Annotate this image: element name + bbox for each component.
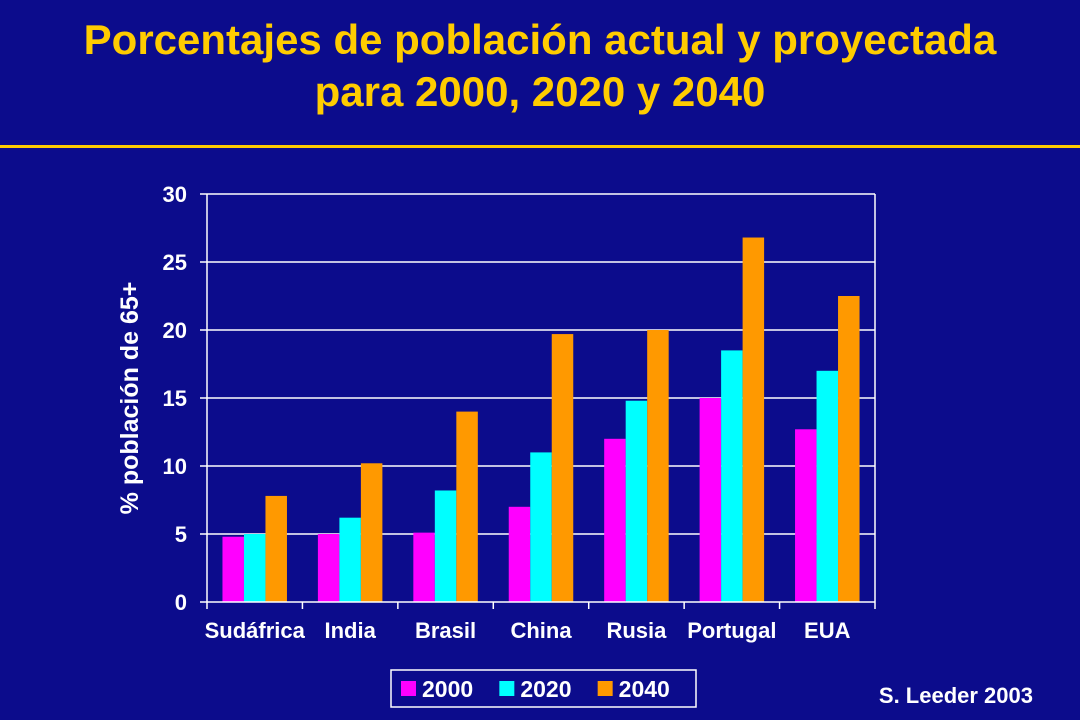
bar-2000-2 [413,532,435,602]
x-tick-label: Sudáfrica [205,618,306,643]
slide-title: Porcentajes de población actual y proyec… [0,14,1080,118]
bar-2020-1 [339,517,361,602]
slide-title-line1: Porcentajes de población actual y proyec… [83,16,997,63]
legend-swatch-2040 [597,681,613,696]
x-tick-label: EUA [804,618,851,643]
legend-label: 2040 [619,676,670,702]
bar-2040-4 [647,330,669,602]
bar-2040-0 [265,495,287,602]
x-tick-label: Portugal [687,618,776,643]
bar-2020-5 [721,350,743,602]
bar-2040-1 [360,463,383,602]
x-tick-label: India [324,618,376,643]
y-tick-label: 25 [163,250,187,275]
bar-2020-0 [243,534,266,602]
y-tick-label: 5 [175,522,187,547]
legend-label: 2020 [520,676,571,702]
legend-swatch-2020 [499,681,515,696]
x-tick-label: Rusia [606,618,667,643]
bar-2040-6 [838,296,860,602]
bar-2000-1 [317,534,340,602]
source-citation: S. Leeder 2003 [878,683,1033,708]
y-tick-label: 20 [163,318,187,343]
bar-2020-3 [530,452,552,602]
x-tick-label: Brasil [415,618,476,643]
bar-2000-4 [604,438,626,602]
y-tick-label: 10 [163,454,187,479]
y-tick-label: 30 [163,182,187,207]
bar-2000-5 [699,398,722,602]
bar-2000-0 [222,536,244,602]
legend-box [390,669,697,708]
y-tick-label: 15 [163,386,187,411]
bar-2000-3 [508,506,531,602]
bar-2020-2 [434,490,457,602]
bar-2040-2 [456,411,478,602]
legend-swatch-2000 [401,681,416,696]
bar-2000-6 [795,429,817,602]
x-tick-label: China [510,618,572,643]
bar-2020-4 [625,400,648,602]
y-axis-label: % población de 65+ [116,282,144,515]
slide-title-line2: para 2000, 2020 y 2040 [314,68,766,115]
title-underline [0,145,1080,148]
y-tick-label: 0 [175,590,187,615]
bar-2040-5 [742,237,765,602]
legend-label: 2000 [422,676,473,702]
bar-2020-6 [816,370,839,602]
bar-2040-3 [551,334,574,602]
